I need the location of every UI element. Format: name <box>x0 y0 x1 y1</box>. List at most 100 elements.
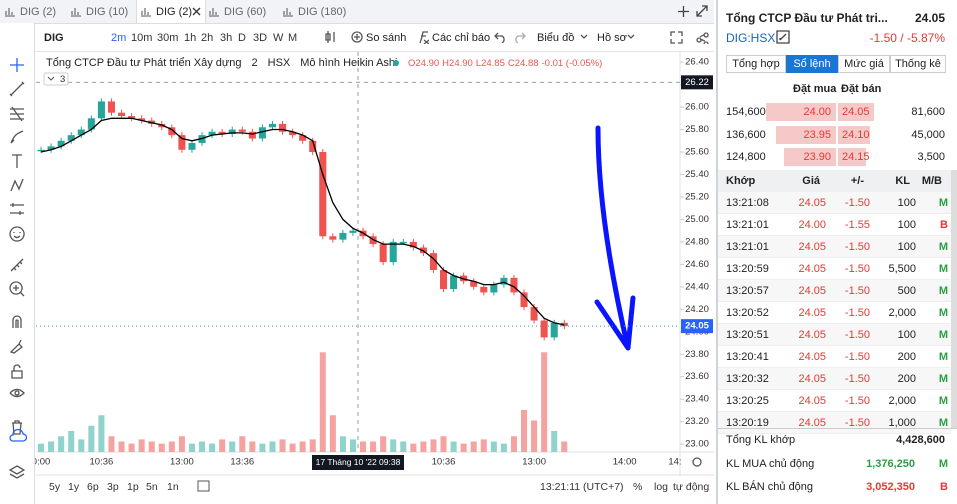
interval-button[interactable]: 1h <box>184 32 197 44</box>
profile-caret[interactable] <box>627 34 635 40</box>
fullscreen[interactable] <box>670 31 683 44</box>
share[interactable] <box>696 31 709 44</box>
volume-bar <box>349 439 356 452</box>
drawing-tool[interactable] <box>9 226 25 242</box>
x-tick-label: 14:00 <box>613 457 637 468</box>
range-button[interactable]: 6p <box>87 481 99 493</box>
volume-bar <box>199 441 206 452</box>
bid-volume: 124,800 <box>726 151 766 163</box>
interval-button[interactable]: 30m <box>157 32 179 44</box>
trade-price: 24.05 <box>798 197 826 209</box>
compare-icon[interactable] <box>351 31 363 43</box>
drawing-tool[interactable] <box>9 177 25 193</box>
interval-button[interactable]: D <box>238 32 246 44</box>
panel-tab[interactable]: Sổ lệnh <box>786 55 838 73</box>
expand[interactable] <box>696 5 708 17</box>
add-tab[interactable] <box>678 6 689 17</box>
trade-side: M <box>938 285 948 297</box>
volume-bar <box>410 443 417 452</box>
scale-button[interactable]: log <box>654 481 668 493</box>
volume-bar <box>178 436 185 452</box>
volume-bar <box>289 443 296 452</box>
candle <box>309 140 317 152</box>
drawing-tool[interactable] <box>9 201 25 217</box>
volume-bar <box>128 443 135 452</box>
drawing-tool[interactable] <box>9 105 25 121</box>
tab[interactable]: DIG (60) <box>224 6 267 18</box>
symbol[interactable]: DIG <box>44 32 64 44</box>
layers-tool[interactable] <box>9 464 25 480</box>
tab-close[interactable] <box>192 7 201 16</box>
drawing-tool-glyph <box>10 58 24 72</box>
tab[interactable]: DIG (10) <box>86 6 129 18</box>
profile[interactable]: Hồ sơ <box>597 32 627 44</box>
drawing-tool[interactable] <box>9 338 25 354</box>
drawing-tool[interactable] <box>9 419 25 435</box>
bid-volume: 136,600 <box>726 128 766 141</box>
drawing-tool[interactable] <box>9 281 25 297</box>
interval-button[interactable]: 10m <box>131 32 153 44</box>
drawing-tool[interactable] <box>9 57 25 73</box>
add-tab-glyph <box>678 6 689 17</box>
range-button[interactable]: 1n <box>167 481 179 493</box>
drawing-tool[interactable] <box>9 81 25 97</box>
book-header: Đặt mua <box>793 83 837 95</box>
volume-bar <box>168 441 175 452</box>
trade-time: 13:20:59 <box>726 263 769 275</box>
range-button[interactable]: 3p <box>107 481 119 493</box>
interval-button[interactable]: W <box>273 32 284 44</box>
tab[interactable]: DIG (2) <box>20 6 57 18</box>
scale-button[interactable]: % <box>633 481 642 493</box>
drawing-tool[interactable] <box>9 153 25 169</box>
volume-bar <box>78 439 85 452</box>
x-tick-label: 13:00 <box>522 457 546 468</box>
candle <box>279 123 287 132</box>
drawing-tool[interactable] <box>9 129 25 145</box>
chart-type-caret[interactable] <box>580 34 588 40</box>
candle <box>440 269 448 290</box>
panel-tab[interactable]: Tổng hợp <box>726 55 786 73</box>
volume-bar <box>48 441 55 452</box>
volume-bar <box>561 441 568 452</box>
interval-button[interactable]: 3D <box>253 32 268 44</box>
candle <box>510 277 518 293</box>
tab-icon <box>283 8 293 17</box>
drawing-tool[interactable] <box>9 313 25 329</box>
interval-button[interactable]: 2h <box>201 32 214 44</box>
cloud-tool[interactable] <box>9 429 27 443</box>
panel-tab[interactable]: Mức giá <box>838 55 890 73</box>
bar-style[interactable] <box>325 30 337 44</box>
trade-change: -1.50 <box>844 351 870 363</box>
scale-button[interactable]: tự động <box>673 481 709 493</box>
compare[interactable]: So sánh <box>366 32 407 44</box>
tab[interactable]: DIG (180) <box>298 6 347 18</box>
tab[interactable]: DIG (2) <box>156 6 193 18</box>
ohlc-value: C24.88 <box>508 58 539 69</box>
undo[interactable] <box>494 31 507 43</box>
panel-tab[interactable]: Thống kê <box>890 55 946 73</box>
y-tick-label: 25.60 <box>685 147 709 158</box>
candle <box>409 241 417 248</box>
indicators-icon[interactable] <box>417 30 429 44</box>
edit-symbol[interactable] <box>776 30 790 44</box>
interval-button[interactable]: M <box>288 32 298 44</box>
trade-volume: 200 <box>897 373 916 385</box>
interval-button[interactable]: 2m <box>111 32 127 44</box>
chart-type[interactable]: Biểu đồ <box>537 32 575 44</box>
drawing-tool-glyph <box>9 339 23 354</box>
drawing-tool[interactable] <box>9 385 25 401</box>
bid-price: 23.90 <box>803 151 831 163</box>
indicators[interactable]: Các chỉ báo <box>432 32 491 44</box>
chart-toolbar: DIG 2m 10m 30m 1h 2h 3h D 3D W M So sánh Các chỉ báo… <box>35 24 714 52</box>
drawing-tool[interactable] <box>9 363 25 379</box>
volume-bar <box>38 443 45 452</box>
range-button[interactable]: 5y <box>49 481 61 493</box>
redo[interactable] <box>513 31 526 43</box>
range-button[interactable]: 1y <box>68 481 80 493</box>
candle <box>118 112 126 117</box>
drawing-tool[interactable] <box>9 257 25 273</box>
range-button[interactable]: 5n <box>146 481 158 493</box>
range-button[interactable]: 1p <box>127 481 139 493</box>
compare-icon-glyph <box>351 31 363 43</box>
interval-button[interactable]: 3h <box>220 32 233 44</box>
